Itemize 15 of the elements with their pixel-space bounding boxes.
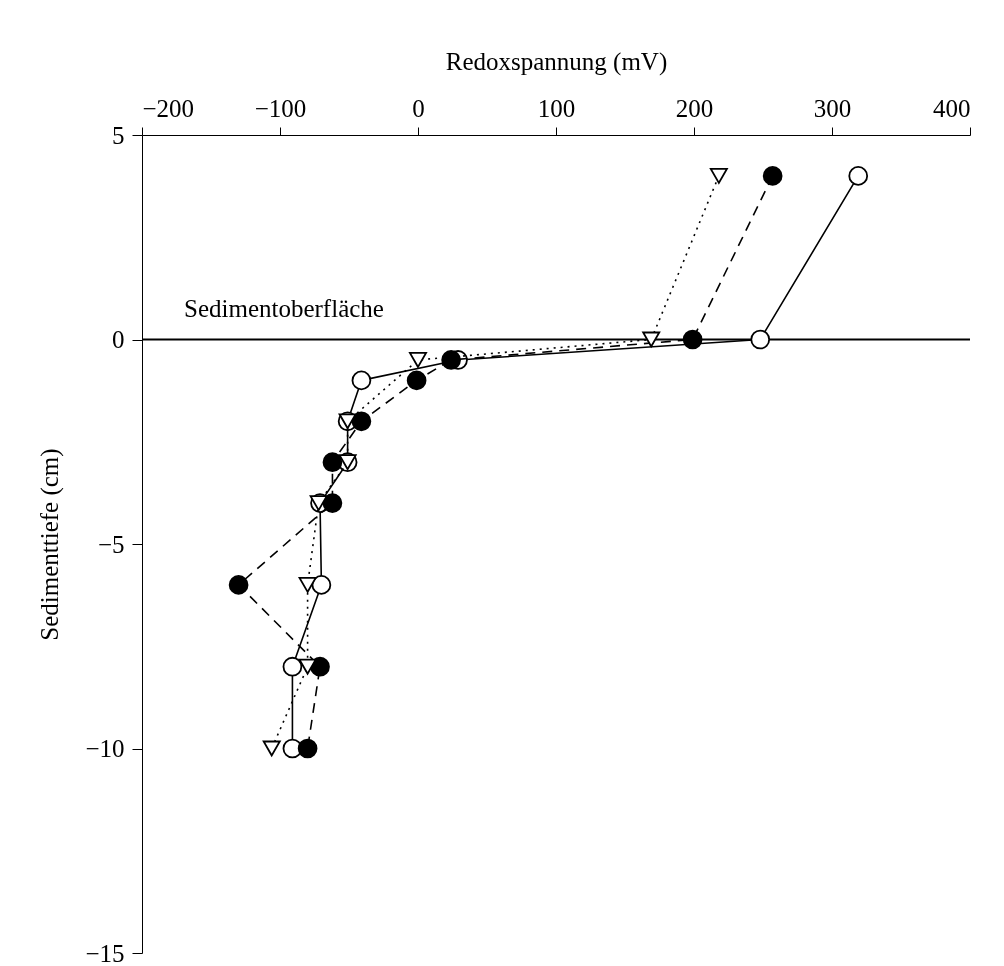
y-tick-label: −15 <box>85 939 125 966</box>
x-tick-label: 200 <box>675 94 714 122</box>
x-tick-label: −200 <box>142 94 195 122</box>
y-tick-label: 0 <box>112 326 125 353</box>
x-tick-label: 100 <box>537 94 576 122</box>
x-tick-label: 0 <box>412 94 425 122</box>
x-tick-label: −100 <box>254 94 307 122</box>
y-tick-label: −10 <box>85 735 125 762</box>
y-axis-title: Sedimenttiefe (cm) <box>36 448 65 641</box>
ref-line-label: Sedimentoberfläche <box>184 294 384 322</box>
y-tick-label: −5 <box>97 530 125 558</box>
x-axis-title: Redoxspannung (mV) <box>445 47 668 76</box>
x-tick-label: 400 <box>933 94 971 122</box>
x-tick-label: 300 <box>813 94 852 122</box>
y-tick-label: 5 <box>112 121 125 149</box>
